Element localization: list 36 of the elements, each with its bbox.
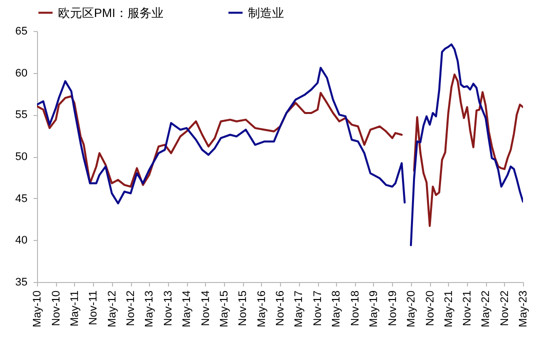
legend-label: 制造业 <box>248 6 284 20</box>
x-tick-label: May-20 <box>405 290 418 328</box>
x-tick-label: Nov-16 <box>274 290 287 326</box>
x-tick-label: Nov-20 <box>424 290 436 326</box>
x-tick-label: Nov-11 <box>88 290 100 326</box>
x-tick-label: Nov-12 <box>125 290 138 326</box>
y-tick-label: 40 <box>15 234 28 247</box>
x-tick-label: Nov-17 <box>312 290 324 326</box>
y-tick-label: 45 <box>15 192 28 205</box>
y-tick-label: 55 <box>15 109 28 122</box>
x-tick-label: May-16 <box>256 290 268 328</box>
x-tick-label: May-23 <box>518 290 530 328</box>
x-tick-label: May-12 <box>106 290 118 328</box>
x-tick-label: Nov-10 <box>50 290 62 326</box>
x-tick-label: Nov-15 <box>237 290 250 326</box>
x-tick-label: May-14 <box>181 290 194 328</box>
x-tick-label: Nov-14 <box>200 290 212 326</box>
x-tick-label: Nov-19 <box>386 290 399 326</box>
x-tick-label: May-11 <box>68 290 81 326</box>
y-tick-label: 50 <box>15 151 28 163</box>
x-tick-label: May-15 <box>218 290 230 328</box>
x-tick-label: Nov-22 <box>498 290 511 326</box>
x-tick-label: May-17 <box>293 290 306 328</box>
x-tick-label: May-19 <box>368 290 380 328</box>
y-tick-label: 35 <box>15 276 28 288</box>
legend-label: 欧元区PMI：服务业 <box>58 6 164 20</box>
x-tick-label: Nov-18 <box>349 290 362 326</box>
y-tick-label: 65 <box>15 26 28 38</box>
x-tick-label: May-18 <box>330 290 343 328</box>
x-tick-label: May-13 <box>144 290 156 328</box>
x-tick-label: Nov-21 <box>462 290 474 326</box>
y-tick-label: 60 <box>15 67 28 80</box>
x-tick-label: Nov-13 <box>162 290 175 326</box>
x-tick-label: May-10 <box>32 290 44 328</box>
x-tick-label: May-22 <box>480 290 492 328</box>
x-tick-label: May-21 <box>442 290 455 328</box>
